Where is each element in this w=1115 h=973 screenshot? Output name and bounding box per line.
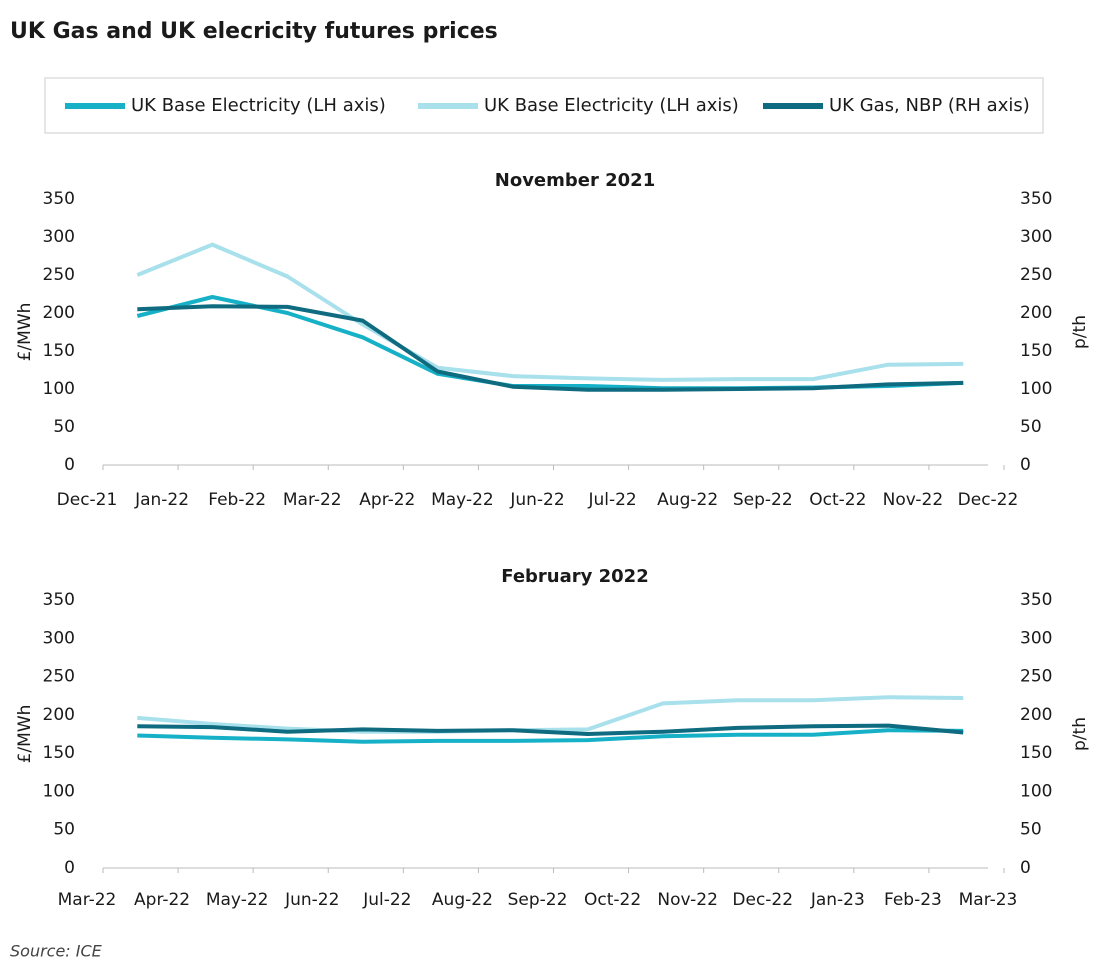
y-axis-label: £/MWh [15, 303, 35, 362]
x-tick-label: Jan-23 [810, 890, 865, 910]
x-tick-label: Sep-22 [508, 890, 568, 910]
x-tick-label: Aug-22 [657, 490, 718, 510]
y-tick-label: 100 [43, 781, 75, 801]
x-tick-label: Dec-21 [57, 490, 118, 510]
y-tick-label: 200 [43, 303, 75, 323]
y2-tick-label: 300 [1020, 227, 1052, 247]
y-tick-label: 350 [43, 189, 75, 209]
x-tick-label: Feb-23 [884, 890, 942, 910]
y2-tick-label: 300 [1020, 628, 1052, 648]
y2-tick-label: 200 [1020, 705, 1052, 725]
y2-tick-label: 250 [1020, 667, 1052, 687]
y2-axis-label: p/th [1070, 315, 1090, 349]
x-tick-label: Jun-22 [509, 490, 564, 510]
y2-tick-label: 0 [1020, 858, 1031, 878]
chart-subtitle: November 2021 [495, 170, 655, 191]
x-tick-label: Oct-22 [809, 490, 866, 510]
x-tick-label: Mar-23 [959, 890, 1018, 910]
y-tick-label: 300 [43, 227, 75, 247]
chart-subtitle: February 2022 [501, 566, 648, 587]
y-tick-label: 250 [43, 265, 75, 285]
x-tick-label: Apr-22 [359, 490, 415, 510]
x-tick-label: Jan-22 [134, 490, 189, 510]
y-tick-label: 150 [43, 341, 75, 361]
y2-tick-label: 350 [1020, 189, 1052, 209]
legend-box [44, 77, 1044, 134]
x-tick-label: Mar-22 [283, 490, 342, 510]
x-tick-label: Nov-22 [657, 890, 718, 910]
x-tick-label: Apr-22 [134, 890, 190, 910]
y-tick-label: 300 [43, 628, 75, 648]
x-tick-label: Nov-22 [883, 490, 944, 510]
series-line [136, 242, 964, 382]
y2-tick-label: 150 [1020, 743, 1052, 763]
x-tick-label: May-22 [206, 890, 269, 910]
x-tick-label: Sep-22 [733, 490, 793, 510]
x-tick-label: Jul-22 [362, 890, 411, 910]
legend-label: UK Gas, NBP (RH axis) [829, 95, 1030, 116]
y-tick-label: 50 [53, 820, 75, 840]
y-tick-label: 0 [64, 858, 75, 878]
y2-tick-label: 150 [1020, 341, 1052, 361]
y2-tick-label: 200 [1020, 303, 1052, 323]
series-line [137, 304, 964, 392]
page-title: UK Gas and UK elecricity futures prices [10, 19, 498, 44]
x-tick-label: Oct-22 [584, 890, 641, 910]
source-note: Source: ICE [10, 942, 103, 961]
y2-tick-label: 0 [1020, 455, 1031, 475]
y2-tick-label: 100 [1020, 379, 1052, 399]
y-tick-label: 50 [53, 417, 75, 437]
legend-label: UK Base Electricity (LH axis) [484, 95, 739, 116]
x-tick-label: Feb-22 [208, 490, 266, 510]
series-line [137, 728, 964, 744]
x-tick-label: May-22 [431, 490, 494, 510]
y-tick-label: 250 [43, 667, 75, 687]
y-tick-label: 100 [43, 379, 75, 399]
y2-tick-label: 100 [1020, 781, 1052, 801]
x-tick-label: Dec-22 [958, 490, 1019, 510]
x-tick-label: Aug-22 [432, 890, 493, 910]
x-tick-label: Jul-22 [587, 490, 636, 510]
x-tick-label: Jun-22 [284, 890, 339, 910]
series-line [137, 723, 964, 736]
y2-tick-label: 50 [1020, 820, 1042, 840]
y2-axis-label: p/th [1070, 717, 1090, 751]
y-axis-label: £/MWh [15, 705, 35, 764]
y-tick-label: 0 [64, 455, 75, 475]
y2-tick-label: 350 [1020, 590, 1052, 610]
y2-tick-label: 50 [1020, 417, 1042, 437]
y-tick-label: 200 [43, 705, 75, 725]
series-line [137, 695, 964, 734]
x-tick-label: Mar-22 [58, 890, 117, 910]
y-tick-label: 350 [43, 590, 75, 610]
x-tick-label: Dec-22 [732, 890, 793, 910]
legend-label: UK Base Electricity (LH axis) [131, 95, 386, 116]
y-tick-label: 150 [43, 743, 75, 763]
y2-tick-label: 250 [1020, 265, 1052, 285]
